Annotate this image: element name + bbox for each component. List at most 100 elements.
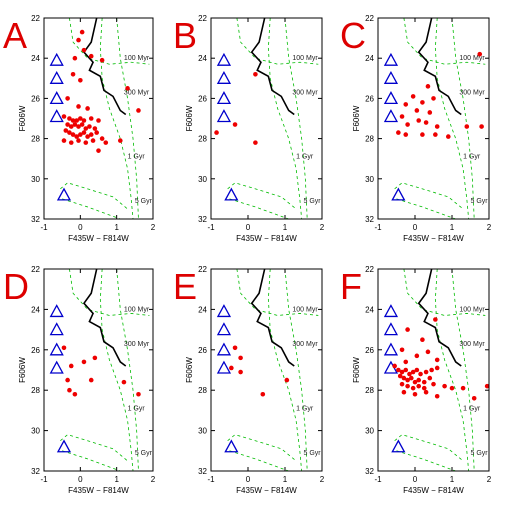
isochrone-line [284,18,308,219]
plot-area: 100 Myr 300 Myr 1 Gyr 5 Gyr [383,269,489,471]
data-point [99,57,105,63]
isochrone-line [284,269,308,471]
isochrone-line [394,434,464,462]
data-point [416,118,422,123]
x-tick-label: -1 [207,475,215,484]
y-tick-label: 26 [365,94,374,103]
triangle-marker [216,109,232,123]
data-point [477,51,483,57]
y-tick-label: 32 [198,467,207,476]
age-annotation: 5 Gyr [135,198,153,205]
x-tick-label: -1 [40,223,48,232]
data-point [81,118,87,123]
age-annotation: 1 Gyr [128,154,146,161]
data-point [96,148,101,153]
data-point [412,391,418,397]
x-tick-label: 2 [487,223,492,232]
x-tick-label: 2 [320,475,325,484]
data-point [81,130,87,135]
data-point [118,138,123,143]
triangle-marker [391,187,406,201]
y-tick-label: 24 [198,54,207,63]
isochrone-line [451,18,475,219]
x-tick-label: 0 [413,475,418,484]
data-point [72,55,78,61]
data-point [76,138,81,143]
triangle-marker [49,109,64,123]
data-point [63,128,69,133]
data-point [136,108,141,113]
data-point [399,347,405,353]
data-point [414,108,420,113]
data-point [423,389,429,395]
data-point [61,114,67,119]
triangle-marker [49,322,64,336]
x-tick-label: 2 [151,475,156,484]
data-point [427,375,433,381]
data-point [88,132,94,137]
panel-letter: E [173,266,197,307]
age-annotation: 5 Gyr [304,450,322,457]
triangle-marker [224,439,239,453]
axes-frame [43,17,154,220]
x-tick-label: 1 [114,475,119,484]
isochrone-line [116,18,139,219]
data-point [72,122,78,127]
black-curve [82,18,127,116]
data-point [403,359,409,365]
y-tick-label: 24 [365,54,374,63]
isochrone-line [227,434,297,462]
y-tick-label: 26 [365,346,374,355]
data-point [81,359,87,365]
data-point [414,353,420,359]
triangle-marker [56,439,72,453]
data-point [403,132,409,137]
y-tick-label: 22 [365,265,374,274]
data-point [484,383,489,389]
x-tick-label: 2 [487,475,492,484]
data-point [65,377,70,383]
data-point [103,140,109,145]
age-annotation: 5 Gyr [304,198,322,205]
triangle-marker [383,52,399,66]
isochrone-line [403,18,486,65]
data-point [410,94,416,99]
isochrone-line [60,182,128,210]
x-axis-label: F435W − F814W [403,234,464,243]
data-point [214,130,219,135]
data-point [70,118,76,123]
data-point [405,377,410,383]
data-point [433,317,438,322]
data-point [420,100,425,105]
data-point [88,377,94,383]
x-axis-label: F435W − F814W [403,486,464,495]
x-tick-label: 0 [246,475,251,484]
data-point [83,140,89,145]
data-point [429,367,434,373]
isochrone-line [227,182,297,210]
panel-letter: C [340,15,366,56]
triangle-marker [56,187,72,201]
data-point [79,29,85,35]
data-point [401,389,407,395]
data-point [431,381,436,387]
age-annotation: 300 Myr [124,89,150,96]
data-point [260,391,266,397]
axes-frame [210,268,323,472]
y-axis-label: F606W [352,357,361,383]
data-point [238,355,243,361]
x-tick-label: 1 [450,223,455,232]
x-tick-label: -1 [40,475,48,484]
data-point [396,367,401,373]
x-tick-label: 1 [283,223,288,232]
y-tick-label: 24 [198,305,207,314]
axes-frame [210,17,323,220]
data-point [399,381,405,387]
age-annotation: 1 Gyr [463,154,481,161]
data-point [96,118,101,123]
data-point [425,349,431,355]
age-annotation: 1 Gyr [296,405,314,412]
